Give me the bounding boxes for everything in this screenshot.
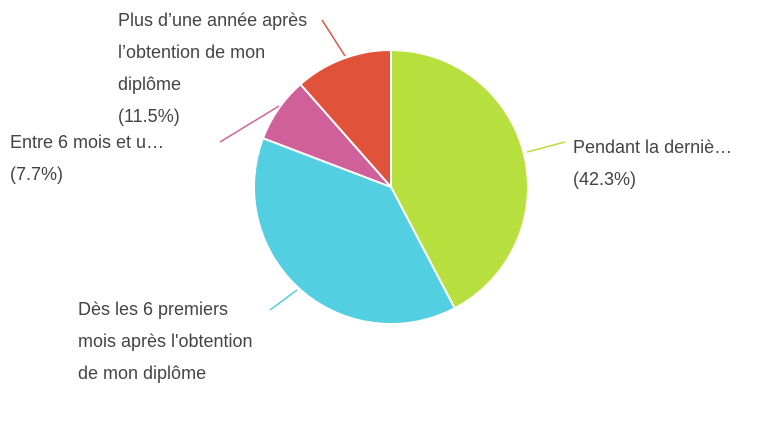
pie-slice xyxy=(298,48,392,190)
category-label: Dès les 6 premiers mois après l'obtentio… xyxy=(78,299,253,383)
value-label: (7.7%) xyxy=(10,164,64,184)
category-label: Entre 6 mois et u… xyxy=(10,132,165,152)
category-label: Plus d’une année après l’obtention de mo… xyxy=(118,10,308,94)
slice-label: Dès les 6 premiers mois après l'obtentio… xyxy=(78,293,263,389)
slice-label: Pendant la derniè… (42.3%) xyxy=(573,131,773,195)
pie-slice xyxy=(390,48,529,310)
value-label: (11.5%) xyxy=(118,106,180,126)
pie-slice xyxy=(253,136,457,325)
leader-line xyxy=(526,141,566,153)
leader-line xyxy=(269,289,298,311)
leader-line xyxy=(219,105,280,143)
value-label: (42.3%) xyxy=(573,169,637,189)
leader-line xyxy=(321,19,346,57)
slices xyxy=(253,48,529,325)
category-label: Pendant la derniè… xyxy=(573,137,733,157)
slice-label: Plus d’une année après l’obtention de mo… xyxy=(118,4,318,132)
slice-label: Entre 6 mois et u… (7.7%) xyxy=(10,126,210,190)
